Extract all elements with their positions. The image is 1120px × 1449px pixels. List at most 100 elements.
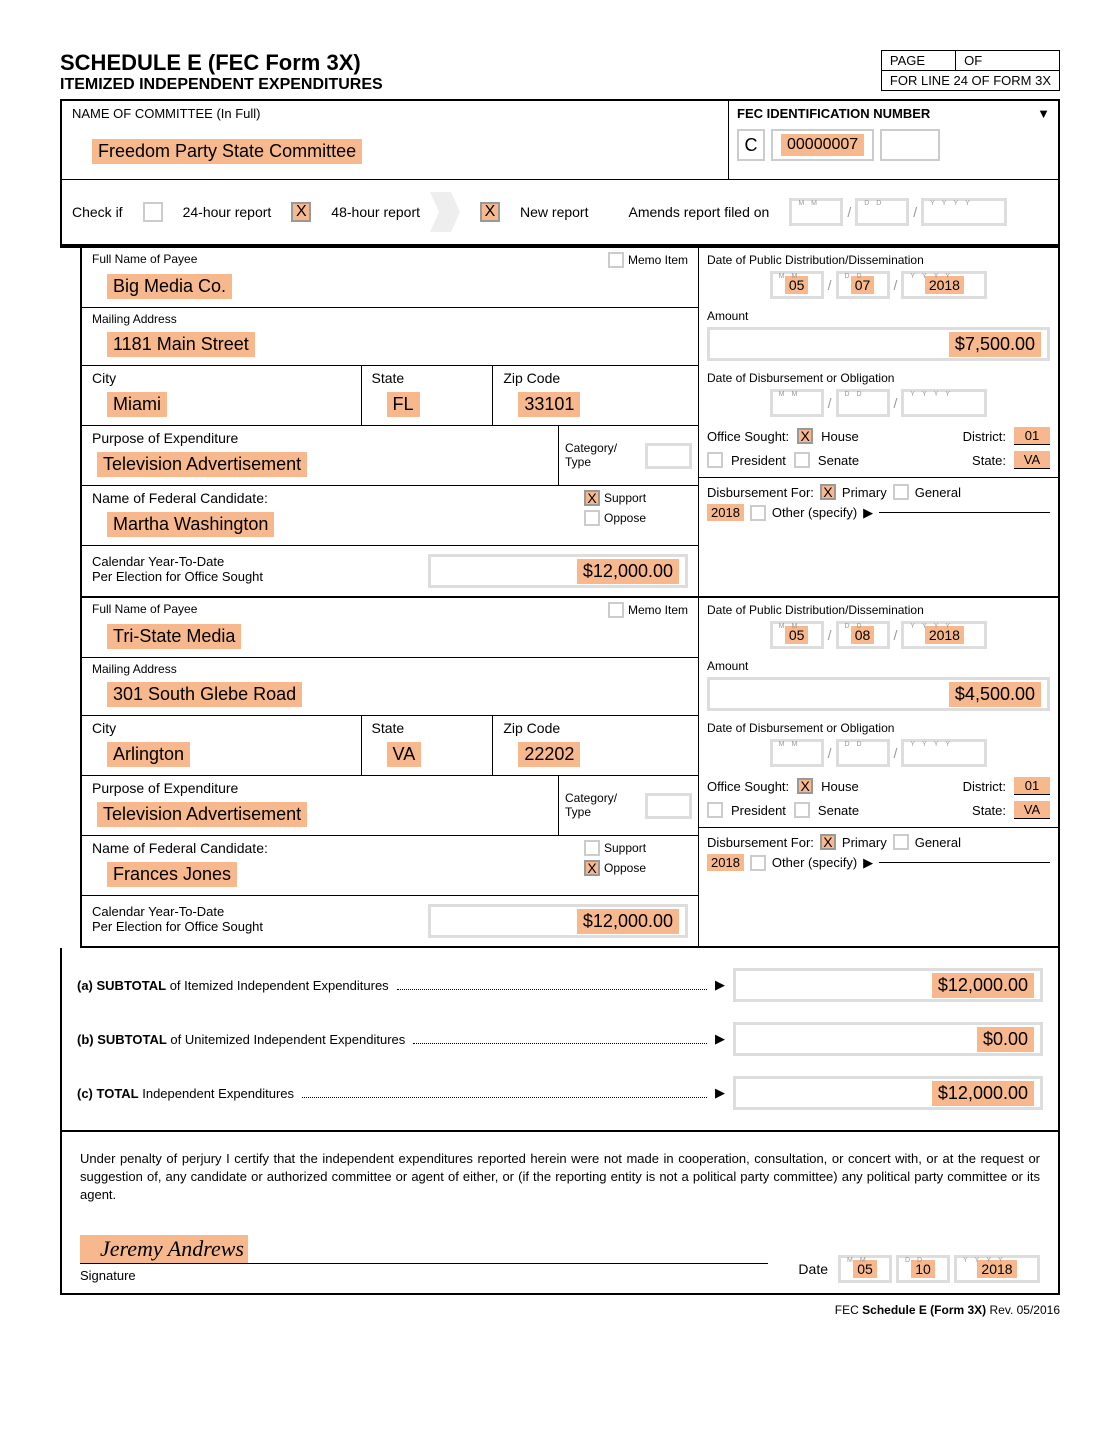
- disb-dd[interactable]: DD: [836, 389, 890, 417]
- label-new-report: New report: [520, 204, 588, 220]
- triangle-a-icon: ▶: [715, 977, 725, 993]
- candidate-label: Name of Federal Candidate:: [92, 490, 568, 506]
- dist-mm[interactable]: MM05: [770, 271, 824, 299]
- disb-mm[interactable]: MM: [770, 389, 824, 417]
- support-checkbox[interactable]: X: [584, 490, 600, 506]
- disb-yy[interactable]: YYYY: [901, 389, 987, 417]
- payee-city[interactable]: Arlington: [107, 742, 190, 767]
- payee-block: Full Name of Payee Memo Item Tri-State M…: [80, 598, 1060, 948]
- amount-box: $7,500.00: [707, 327, 1050, 361]
- total-c-bold: (c) TOTAL: [77, 1086, 139, 1101]
- payee-purpose[interactable]: Television Advertisement: [97, 452, 307, 477]
- payee-zip[interactable]: 33101: [518, 392, 580, 417]
- amend-date-dd[interactable]: DD: [855, 198, 909, 226]
- checkbox-48hr[interactable]: X: [291, 202, 311, 222]
- amount-label: Amount: [707, 659, 1050, 673]
- general-checkbox[interactable]: [893, 834, 909, 850]
- primary-checkbox[interactable]: X: [820, 484, 836, 500]
- memo-checkbox[interactable]: [608, 252, 624, 268]
- disb-yy[interactable]: YYYY: [901, 739, 987, 767]
- ytd-amount: $12,000.00: [577, 909, 679, 934]
- other-specify-line[interactable]: [879, 512, 1050, 513]
- dist-mm[interactable]: MM05: [770, 621, 824, 649]
- house-checkbox[interactable]: X: [797, 778, 813, 794]
- payee-address[interactable]: 301 South Glebe Road: [107, 682, 302, 707]
- subtotal-a-box: $12,000.00: [733, 968, 1043, 1002]
- df-year[interactable]: 2018: [707, 854, 744, 871]
- signature-label: Signature: [80, 1268, 768, 1283]
- state-label: State: [372, 720, 483, 736]
- house-label: House: [821, 779, 859, 794]
- primary-checkbox[interactable]: X: [820, 834, 836, 850]
- ytd-label2: Per Election for Office Sought: [92, 569, 263, 584]
- senate-checkbox[interactable]: [794, 802, 810, 818]
- subtotal-b-bold: (b) SUBTOTAL: [77, 1032, 167, 1047]
- disb-dd[interactable]: DD: [836, 739, 890, 767]
- dist-date-label: Date of Public Distribution/Disseminatio…: [707, 253, 1050, 267]
- triangle-icon: ▶: [863, 505, 873, 521]
- city-label: City: [92, 370, 351, 386]
- district-label: District:: [963, 429, 1006, 444]
- amend-date-yy[interactable]: YYYY: [921, 198, 1007, 226]
- support-label: Support: [604, 841, 646, 855]
- general-label: General: [915, 835, 961, 850]
- amend-date-mm[interactable]: MM: [789, 198, 843, 226]
- president-checkbox[interactable]: [707, 802, 723, 818]
- dist-dd[interactable]: DD07: [836, 271, 890, 299]
- support-checkbox[interactable]: [584, 840, 600, 856]
- dots-b: [413, 1034, 707, 1044]
- fec-number[interactable]: 00000007: [781, 134, 864, 156]
- payee-address[interactable]: 1181 Main Street: [107, 332, 255, 357]
- other-checkbox[interactable]: [750, 505, 766, 521]
- amount-box: $4,500.00: [707, 677, 1050, 711]
- general-label: General: [915, 485, 961, 500]
- sig-date-mm[interactable]: MM05: [838, 1255, 892, 1283]
- general-checkbox[interactable]: [893, 484, 909, 500]
- amends-label: Amends report filed on: [628, 204, 769, 220]
- payee-name-label: Full Name of Payee: [92, 602, 197, 616]
- dist-yy[interactable]: YYYY2018: [901, 271, 987, 299]
- district-value[interactable]: 01: [1014, 777, 1050, 795]
- candidate-name[interactable]: Frances Jones: [107, 862, 237, 887]
- memo-checkbox[interactable]: [608, 602, 624, 618]
- other-specify-line[interactable]: [879, 862, 1050, 863]
- category-box[interactable]: [645, 443, 692, 469]
- president-checkbox[interactable]: [707, 452, 723, 468]
- candidate-name[interactable]: Martha Washington: [107, 512, 274, 537]
- zip-label: Zip Code: [503, 370, 688, 386]
- payee-name[interactable]: Tri-State Media: [107, 624, 241, 649]
- checkbox-new-report[interactable]: X: [480, 202, 500, 222]
- oppose-checkbox[interactable]: X: [584, 860, 600, 876]
- dist-dd[interactable]: DD08: [836, 621, 890, 649]
- sig-date-dd[interactable]: DD10: [896, 1255, 950, 1283]
- senate-checkbox[interactable]: [794, 452, 810, 468]
- state2-value[interactable]: VA: [1014, 451, 1050, 469]
- memo-label: Memo Item: [628, 603, 688, 617]
- subtotal-a-value: $12,000.00: [932, 973, 1034, 998]
- signature-name[interactable]: Jeremy Andrews: [80, 1235, 248, 1263]
- dist-yy[interactable]: YYYY2018: [901, 621, 987, 649]
- triangle-b-icon: ▶: [715, 1031, 725, 1047]
- payee-state[interactable]: VA: [387, 742, 422, 767]
- checkbox-24hr[interactable]: [143, 202, 163, 222]
- house-checkbox[interactable]: X: [797, 428, 813, 444]
- state2-value[interactable]: VA: [1014, 801, 1050, 819]
- payee-state[interactable]: FL: [387, 392, 420, 417]
- other-checkbox[interactable]: [750, 855, 766, 871]
- committee-name[interactable]: Freedom Party State Committee: [92, 139, 362, 164]
- payee-city[interactable]: Miami: [107, 392, 167, 417]
- payee-name[interactable]: Big Media Co.: [107, 274, 232, 299]
- df-year[interactable]: 2018: [707, 504, 744, 521]
- other-label: Other (specify): [772, 855, 857, 870]
- sig-date-yy[interactable]: YYYY2018: [954, 1255, 1040, 1283]
- disb-mm[interactable]: MM: [770, 739, 824, 767]
- ytd-label2: Per Election for Office Sought: [92, 919, 263, 934]
- totals-box: (a) SUBTOTAL of Itemized Independent Exp…: [60, 948, 1060, 1132]
- oppose-checkbox[interactable]: [584, 510, 600, 526]
- payee-zip[interactable]: 22202: [518, 742, 580, 767]
- district-value[interactable]: 01: [1014, 427, 1050, 445]
- senate-label: Senate: [818, 803, 859, 818]
- category-box[interactable]: [645, 793, 692, 819]
- payee-purpose[interactable]: Television Advertisement: [97, 802, 307, 827]
- office-sought-label: Office Sought:: [707, 779, 789, 794]
